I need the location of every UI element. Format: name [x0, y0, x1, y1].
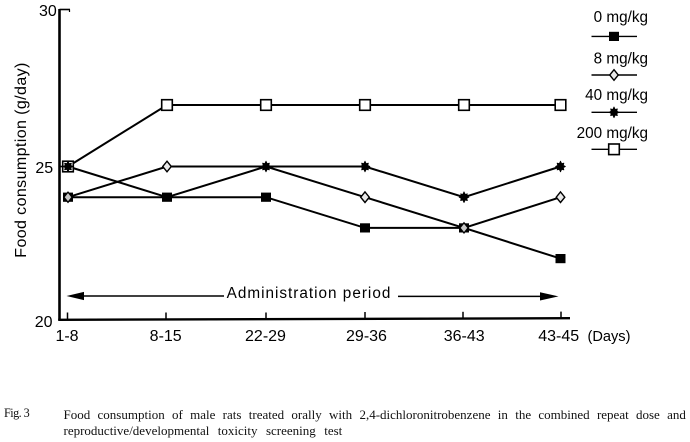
svg-text:30: 30 [39, 3, 57, 20]
svg-text:40 mg/kg: 40 mg/kg [585, 87, 648, 104]
svg-text:(Days): (Days) [588, 329, 631, 345]
svg-text:8-15: 8-15 [150, 328, 182, 345]
svg-text:43-45: 43-45 [538, 328, 579, 345]
svg-text:Food consumption (g/day): Food consumption (g/day) [13, 62, 30, 257]
svg-text:36-43: 36-43 [444, 328, 485, 345]
svg-text:20: 20 [35, 314, 53, 331]
svg-text:1-8: 1-8 [55, 328, 78, 345]
svg-text:22-29: 22-29 [245, 328, 286, 345]
svg-text:200 mg/kg: 200 mg/kg [577, 125, 648, 142]
svg-text:0 mg/kg: 0 mg/kg [594, 9, 648, 26]
svg-text:25: 25 [35, 160, 53, 177]
svg-text:Administration period: Administration period [227, 285, 392, 302]
svg-text:29-36: 29-36 [346, 328, 387, 345]
svg-text:8 mg/kg: 8 mg/kg [594, 51, 648, 68]
